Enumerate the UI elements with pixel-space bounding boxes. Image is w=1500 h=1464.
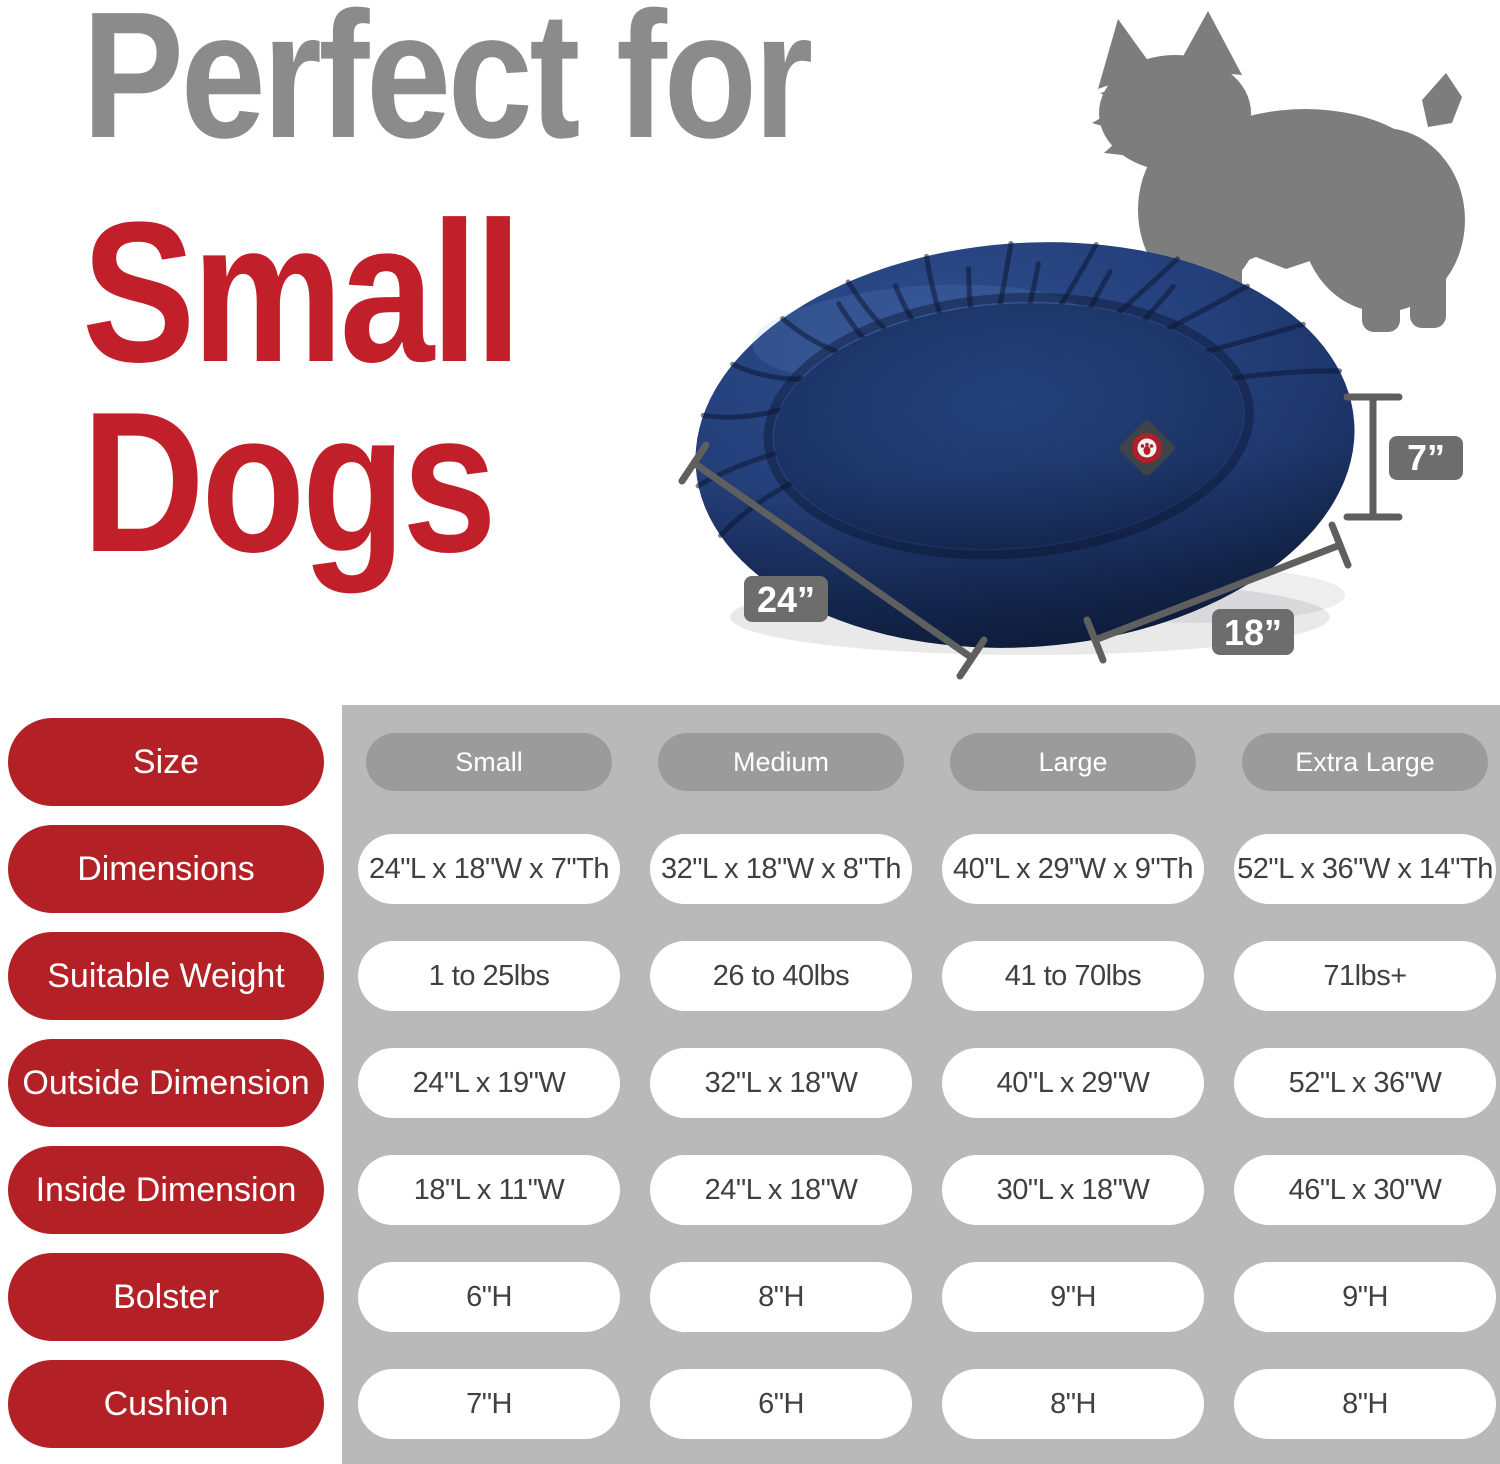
- bed-illustration: [695, 240, 1355, 655]
- headline-dogs: Dogs: [82, 371, 497, 594]
- dim-label-7: 7”: [1389, 436, 1463, 480]
- cell-outside-large: 40"L x 29"W: [942, 1048, 1204, 1118]
- column-header-medium: Medium: [658, 733, 904, 791]
- cell-weight-extra-large: 71lbs+: [1234, 941, 1496, 1011]
- row-label-size: Size: [8, 718, 324, 806]
- column-header-extra-large: Extra Large: [1242, 733, 1488, 791]
- row-label-bolster: Bolster: [8, 1253, 324, 1341]
- svg-text:18”: 18”: [1224, 612, 1282, 653]
- row-label-outside-dimension: Outside Dimension: [8, 1039, 324, 1127]
- headline-perfect-for: Perfect for: [82, 0, 813, 176]
- headline-small: Small: [82, 181, 522, 404]
- cell-bolster-small: 6"H: [358, 1262, 620, 1332]
- dim-label-18: 18”: [1212, 609, 1294, 655]
- cell-weight-large: 41 to 70lbs: [942, 941, 1204, 1011]
- measure-line-7: [1343, 393, 1403, 521]
- cell-cushion-medium: 6"H: [650, 1369, 912, 1439]
- cell-inside-extra-large: 46"L x 30"W: [1234, 1155, 1496, 1225]
- svg-text:24”: 24”: [757, 579, 815, 620]
- cell-inside-small: 18"L x 11"W: [358, 1155, 620, 1225]
- cell-weight-medium: 26 to 40lbs: [650, 941, 912, 1011]
- cell-inside-large: 30"L x 18"W: [942, 1155, 1204, 1225]
- cell-outside-small: 24"L x 19"W: [358, 1048, 620, 1118]
- column-header-large: Large: [950, 733, 1196, 791]
- cell-outside-extra-large: 52"L x 36"W: [1234, 1048, 1496, 1118]
- row-label-dimensions: Dimensions: [8, 825, 324, 913]
- measure-line-18: [1083, 521, 1352, 664]
- column-header-small: Small: [366, 733, 612, 791]
- cell-dimensions-large: 40"L x 29"W x 9"Th: [942, 834, 1204, 904]
- paw-icon: [1140, 442, 1154, 455]
- dog-tail: [1422, 73, 1462, 127]
- cell-weight-small: 1 to 25lbs: [358, 941, 620, 1011]
- row-label-inside-dimension: Inside Dimension: [8, 1146, 324, 1234]
- row-label-suitable-weight: Suitable Weight: [8, 932, 324, 1020]
- cell-bolster-medium: 8"H: [650, 1262, 912, 1332]
- cell-dimensions-small: 24"L x 18"W x 7"Th: [358, 834, 620, 904]
- brand-badge: [1119, 420, 1175, 476]
- cell-cushion-extra-large: 8"H: [1234, 1369, 1496, 1439]
- dim-label-24: 24”: [744, 576, 828, 622]
- cell-dimensions-medium: 32"L x 18"W x 8"Th: [650, 834, 912, 904]
- row-label-cushion: Cushion: [8, 1360, 324, 1448]
- measurement-annotations: 24” 18” 7”: [678, 393, 1463, 680]
- cell-cushion-large: 8"H: [942, 1369, 1204, 1439]
- cell-bolster-extra-large: 9"H: [1234, 1262, 1496, 1332]
- cell-inside-medium: 24"L x 18"W: [650, 1155, 912, 1225]
- measure-line-24: [678, 441, 988, 680]
- svg-text:7”: 7”: [1407, 437, 1445, 478]
- dog-silhouette: [1092, 11, 1465, 332]
- cell-outside-medium: 32"L x 18"W: [650, 1048, 912, 1118]
- cell-cushion-small: 7"H: [358, 1369, 620, 1439]
- cell-bolster-large: 9"H: [942, 1262, 1204, 1332]
- cell-dimensions-extra-large: 52"L x 36"W x 14"Th: [1234, 834, 1496, 904]
